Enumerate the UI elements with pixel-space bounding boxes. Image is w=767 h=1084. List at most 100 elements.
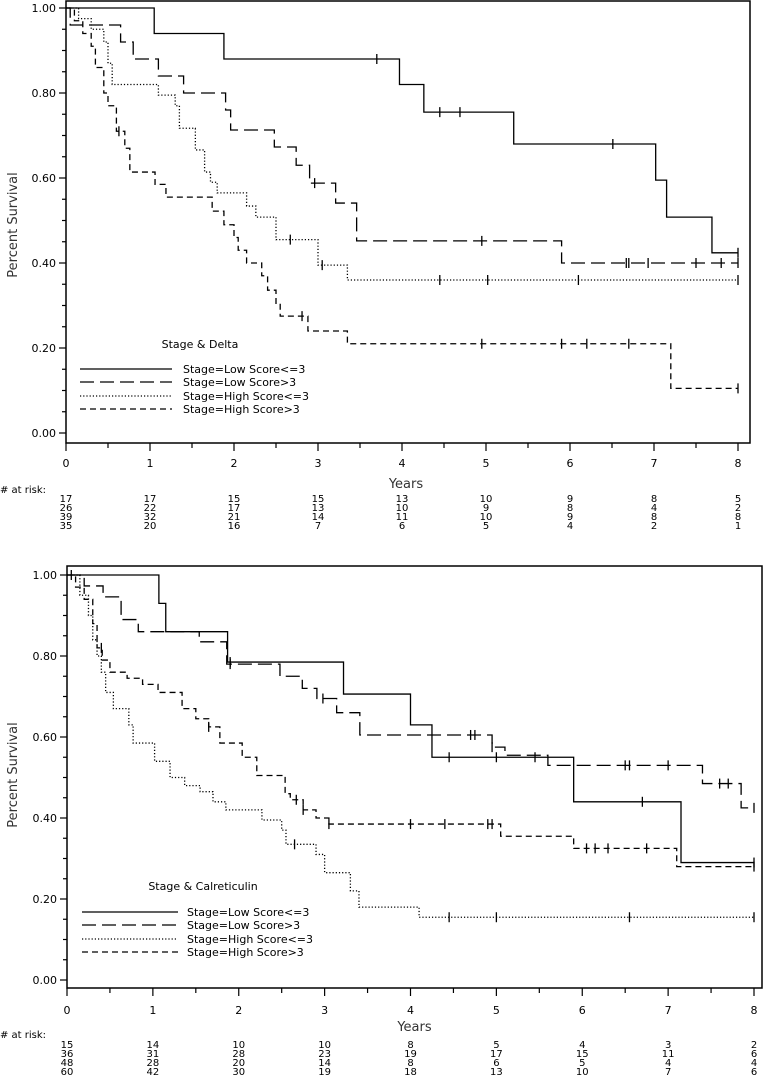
at-risk-count: 10 xyxy=(480,494,493,505)
km-series-3 xyxy=(66,7,739,285)
at-risk-count: 6 xyxy=(751,1067,757,1078)
y-tick-label: 0.40 xyxy=(33,812,58,825)
legend-entry: Stage=Low Score<=3 xyxy=(187,906,309,919)
legend-title: Stage & Calreticulin xyxy=(148,880,257,893)
at-risk-count: 18 xyxy=(404,1067,417,1078)
survival-curve xyxy=(66,7,738,390)
at-risk-count: 8 xyxy=(735,512,741,523)
y-tick-label: 0.60 xyxy=(33,731,58,744)
at-risk-count: 28 xyxy=(232,1049,245,1060)
at-risk-count: 5 xyxy=(579,1058,585,1069)
at-risk-count: 7 xyxy=(665,1067,671,1078)
x-tick-label: 4 xyxy=(399,457,406,470)
legend-entry: Stage=Low Score>3 xyxy=(183,376,296,389)
at-risk-label: # at risk: xyxy=(0,1030,46,1041)
x-tick-label: 7 xyxy=(651,457,658,470)
x-tick-label: 5 xyxy=(483,457,490,470)
at-risk-count: 17 xyxy=(228,503,241,514)
at-risk-count: 14 xyxy=(312,512,325,523)
km-plot-1: 0 1 2 3 4 5 6 7 8 0.00 0.20 0.40 0.60 0.80 1.00 Years Pe… xyxy=(0,0,751,532)
survival-curve xyxy=(67,574,754,918)
km-series-4 xyxy=(66,7,739,394)
at-risk-count: 9 xyxy=(567,512,573,523)
at-risk-count: 15 xyxy=(228,494,241,505)
at-risk-count: 32 xyxy=(144,512,157,523)
survival-curve xyxy=(67,574,754,868)
at-risk-count: 14 xyxy=(318,1058,331,1069)
legend-entry: Stage=High Score<=3 xyxy=(183,390,309,403)
x-tick-label: 2 xyxy=(231,457,238,470)
at-risk-count: 31 xyxy=(147,1049,160,1060)
y-tick-label: 1.00 xyxy=(33,569,58,582)
legend-entry: Stage=High Score>3 xyxy=(183,403,300,416)
y-tick-label: 0.60 xyxy=(32,172,57,185)
at-risk-count: 8 xyxy=(567,503,573,514)
at-risk-count: 48 xyxy=(61,1058,74,1069)
at-risk-count: 17 xyxy=(60,494,73,505)
survival-curve xyxy=(67,574,754,864)
at-risk-count: 13 xyxy=(312,503,325,514)
at-risk-count: 3 xyxy=(665,1040,671,1051)
at-risk-count: 1 xyxy=(735,521,741,532)
at-risk-label: # at risk: xyxy=(0,485,46,496)
at-risk-count: 17 xyxy=(144,494,157,505)
at-risk-count: 8 xyxy=(651,494,657,505)
at-risk-count: 15 xyxy=(312,494,325,505)
at-risk-count: 10 xyxy=(480,512,493,523)
at-risk-count: 60 xyxy=(61,1067,74,1078)
x-tick-label: 5 xyxy=(493,1004,500,1017)
at-risk-count: 26 xyxy=(60,503,73,514)
km-series-2 xyxy=(66,7,739,268)
at-risk-count: 9 xyxy=(567,494,573,505)
x-tick-label: 3 xyxy=(321,1004,328,1017)
at-risk-count: 21 xyxy=(228,512,241,523)
y-tick-label: 0.20 xyxy=(33,893,58,906)
survival-curve xyxy=(67,574,754,809)
y-tick-label: 0.20 xyxy=(32,342,57,355)
at-risk-count: 7 xyxy=(315,521,321,532)
legend-entry: Stage=Low Score<=3 xyxy=(183,363,305,376)
at-risk-count: 8 xyxy=(407,1058,413,1069)
at-risk-count: 4 xyxy=(567,521,573,532)
legend-entry: Stage=High Score>3 xyxy=(187,946,304,959)
at-risk-count: 4 xyxy=(665,1058,671,1069)
km-plot-2: 0 1 2 3 4 5 6 7 80.000.200.400.600.801.00YearsPe… xyxy=(0,565,763,1078)
at-risk-count: 5 xyxy=(483,521,489,532)
x-tick-label: 6 xyxy=(579,1004,586,1017)
at-risk-count: 4 xyxy=(579,1040,585,1051)
y-axis-label: Percent Survival xyxy=(6,172,21,277)
at-risk-count: 13 xyxy=(490,1067,503,1078)
x-tick-label: 2 xyxy=(235,1004,242,1017)
y-tick-label: 0.40 xyxy=(32,257,57,270)
at-risk-count: 14 xyxy=(147,1040,160,1051)
at-risk-count: 10 xyxy=(576,1067,589,1078)
x-tick-label: 4 xyxy=(407,1004,414,1017)
at-risk-count: 6 xyxy=(493,1058,499,1069)
plot-frame xyxy=(65,0,751,444)
at-risk-count: 15 xyxy=(576,1049,589,1060)
at-risk-count: 30 xyxy=(232,1067,245,1078)
at-risk-count: 2 xyxy=(751,1040,757,1051)
x-tick-label: 1 xyxy=(149,1004,156,1017)
x-tick-label: 6 xyxy=(567,457,574,470)
at-risk-count: 22 xyxy=(144,503,157,514)
y-axis-label: Percent Survival xyxy=(6,722,21,827)
at-risk-count: 4 xyxy=(751,1058,757,1069)
at-risk-count: 17 xyxy=(490,1049,503,1060)
legend-entry: Stage=High Score<=3 xyxy=(187,933,313,946)
x-tick-label: 0 xyxy=(64,1004,71,1017)
km-series-3 xyxy=(67,574,755,923)
x-tick-label: 8 xyxy=(751,1004,758,1017)
at-risk-count: 19 xyxy=(318,1067,331,1078)
survival-curve xyxy=(66,7,738,264)
survival-curve xyxy=(66,7,738,254)
at-risk-count: 8 xyxy=(407,1040,413,1051)
at-risk-count: 16 xyxy=(228,521,241,532)
x-tick-label: 0 xyxy=(63,457,70,470)
x-axis-label: Years xyxy=(396,1020,432,1035)
at-risk-count: 2 xyxy=(651,521,657,532)
y-tick-label: 0.00 xyxy=(32,427,57,440)
at-risk-count: 19 xyxy=(404,1049,417,1060)
at-risk-count: 4 xyxy=(651,503,657,514)
at-risk-count: 5 xyxy=(735,494,741,505)
